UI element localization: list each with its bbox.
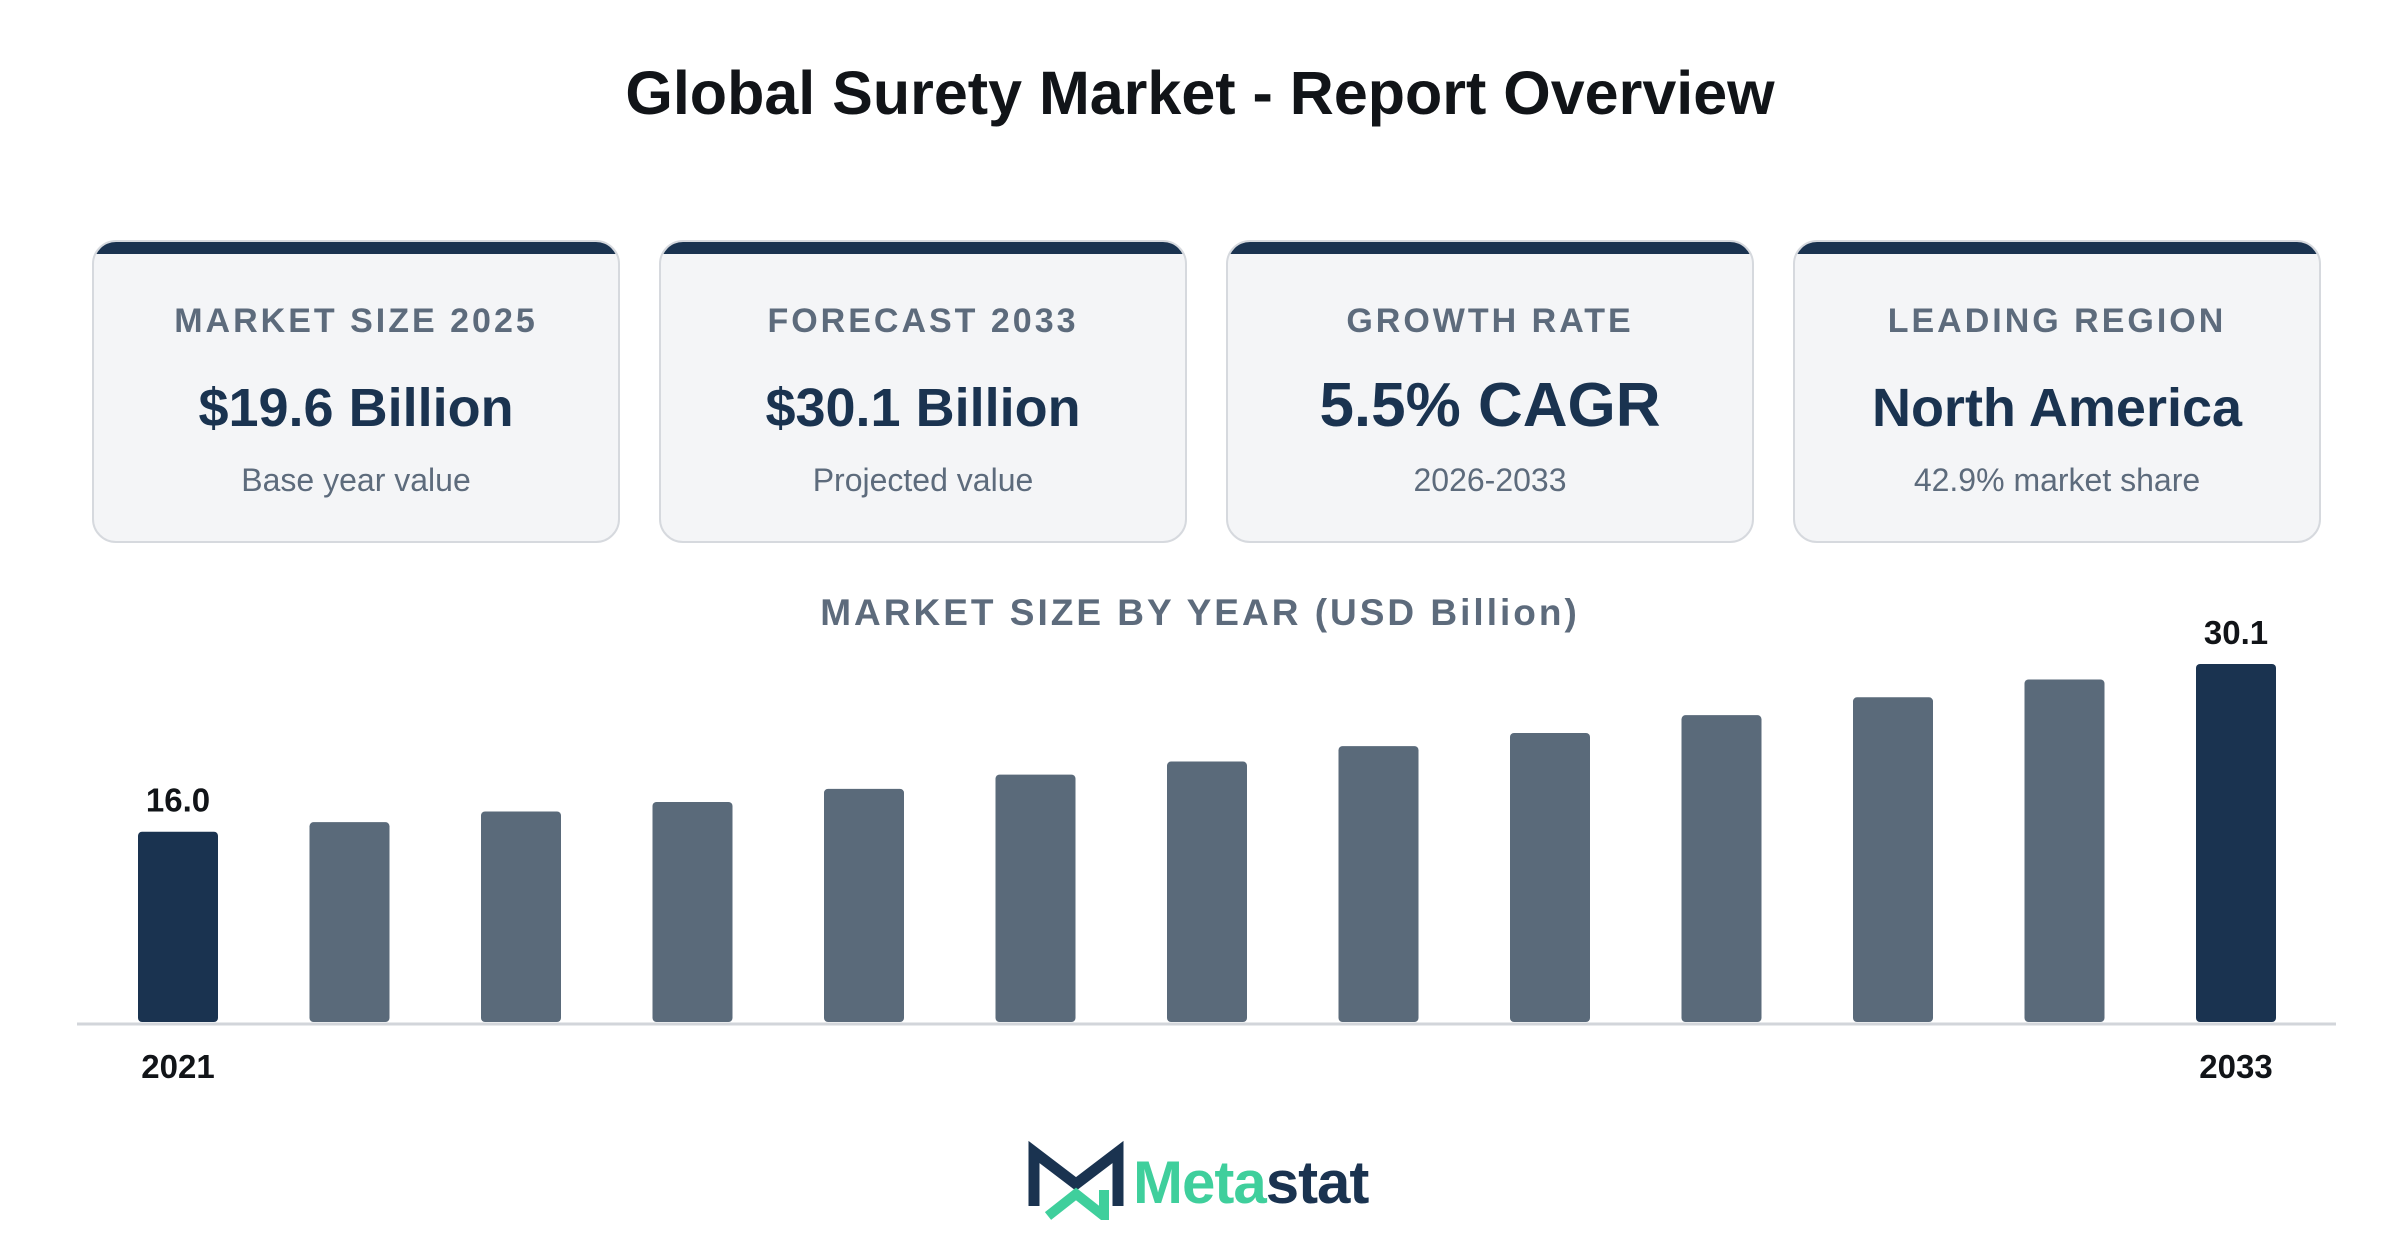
bars-group [138, 664, 2276, 1022]
labels-group: 16.0 2021 30.1 2033 [141, 614, 2272, 1085]
bar-2021 [138, 831, 218, 1022]
bar-2025 [824, 788, 904, 1022]
bar-2030 [1681, 715, 1762, 1022]
card-growth-rate: GROWTH RATE 5.5% CAGR 2026-2033 [1226, 240, 1754, 543]
card-value: North America [1871, 378, 2243, 438]
bar-2033 [2196, 664, 2276, 1022]
card-label: MARKET SIZE 2025 [174, 302, 538, 340]
card-subtitle: 42.9% market share [1913, 462, 2201, 498]
logo-text-stat: stat [1265, 1149, 1370, 1216]
card-value: 5.5% CAGR [1319, 371, 1661, 440]
metastat-logo-wordmark: Metastat [1133, 1148, 1370, 1217]
card-accent-bar [94, 242, 618, 254]
bar-2027 [1167, 761, 1247, 1022]
card-label: LEADING REGION [1887, 302, 2227, 340]
bar-2032 [2024, 679, 2105, 1022]
card-accent-bar [661, 242, 1185, 254]
bar-2022 [309, 822, 390, 1022]
logo-text-meta: Meta [1133, 1149, 1267, 1216]
page-title: Global Surety Market - Report Overview [625, 59, 1775, 127]
tick-label-2021: 2021 [141, 1048, 214, 1085]
card-forecast: FORECAST 2033 $30.1 Billion Projected va… [659, 240, 1187, 543]
tick-label-2033: 2033 [2199, 1048, 2272, 1085]
bar-2028 [1338, 746, 1419, 1022]
bar-2031 [1853, 697, 1933, 1022]
chart-title: MARKET SIZE BY YEAR (USD Billion) [820, 592, 1580, 633]
card-accent-bar [1228, 242, 1752, 254]
bar-2026 [995, 774, 1076, 1022]
bar-2024 [652, 801, 733, 1022]
bar-2023 [481, 811, 561, 1022]
card-value: $30.1 Billion [765, 378, 1081, 438]
card-subtitle: Base year value [241, 462, 471, 498]
card-subtitle: Projected value [812, 462, 1034, 498]
card-label: GROWTH RATE [1346, 302, 1634, 340]
card-value: $19.6 Billion [198, 378, 514, 438]
data-label-2033: 30.1 [2204, 614, 2268, 651]
bar-2029 [1510, 732, 1590, 1022]
card-accent-bar [1795, 242, 2319, 254]
card-subtitle: 2026-2033 [1413, 462, 1567, 498]
card-label: FORECAST 2033 [767, 302, 1079, 340]
data-label-2021: 16.0 [146, 782, 210, 819]
metastat-logo-icon [1028, 1140, 1124, 1220]
bar-chart: 16.0 2021 30.1 2033 [77, 614, 2336, 1085]
card-leading-region: LEADING REGION North America 42.9% marke… [1793, 240, 2321, 543]
card-market-size: MARKET SIZE 2025 $19.6 Billion Base year… [92, 240, 620, 543]
